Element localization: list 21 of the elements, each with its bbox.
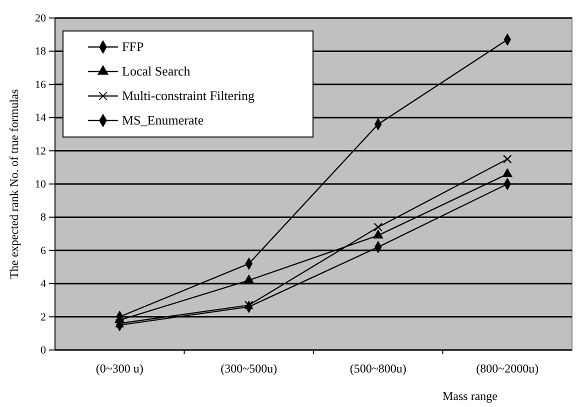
y-tick-label: 16 bbox=[35, 78, 46, 91]
y-axis-title: The expected rank No. of true formulas bbox=[7, 88, 21, 279]
y-tick-label: 0 bbox=[40, 344, 46, 357]
y-tick-label: 2 bbox=[40, 311, 46, 324]
x-tick-label: (500~800u) bbox=[350, 362, 406, 376]
x-tick-label: (800~2000u) bbox=[476, 362, 539, 376]
legend-label: FFP bbox=[122, 39, 144, 54]
y-tick-label: 8 bbox=[40, 212, 46, 224]
y-tick-label: 6 bbox=[40, 244, 46, 257]
y-tick-label: 18 bbox=[35, 46, 46, 58]
legend-label: MS_Enumerate bbox=[122, 112, 204, 128]
y-tick-label: 12 bbox=[35, 145, 46, 158]
x-tick-label: (0~300 u) bbox=[96, 362, 144, 376]
legend-label: Multi-constraint Filtering bbox=[122, 88, 256, 103]
x-tick-label: (300~500u) bbox=[220, 362, 278, 376]
legend-label: Local Search bbox=[122, 64, 191, 78]
y-tick-label: 14 bbox=[35, 112, 46, 124]
y-tick-label: 10 bbox=[35, 178, 46, 191]
x-axis-title: Mass range bbox=[442, 389, 498, 403]
y-tick-label: 20 bbox=[35, 12, 46, 25]
y-tick-label: 4 bbox=[40, 278, 46, 290]
